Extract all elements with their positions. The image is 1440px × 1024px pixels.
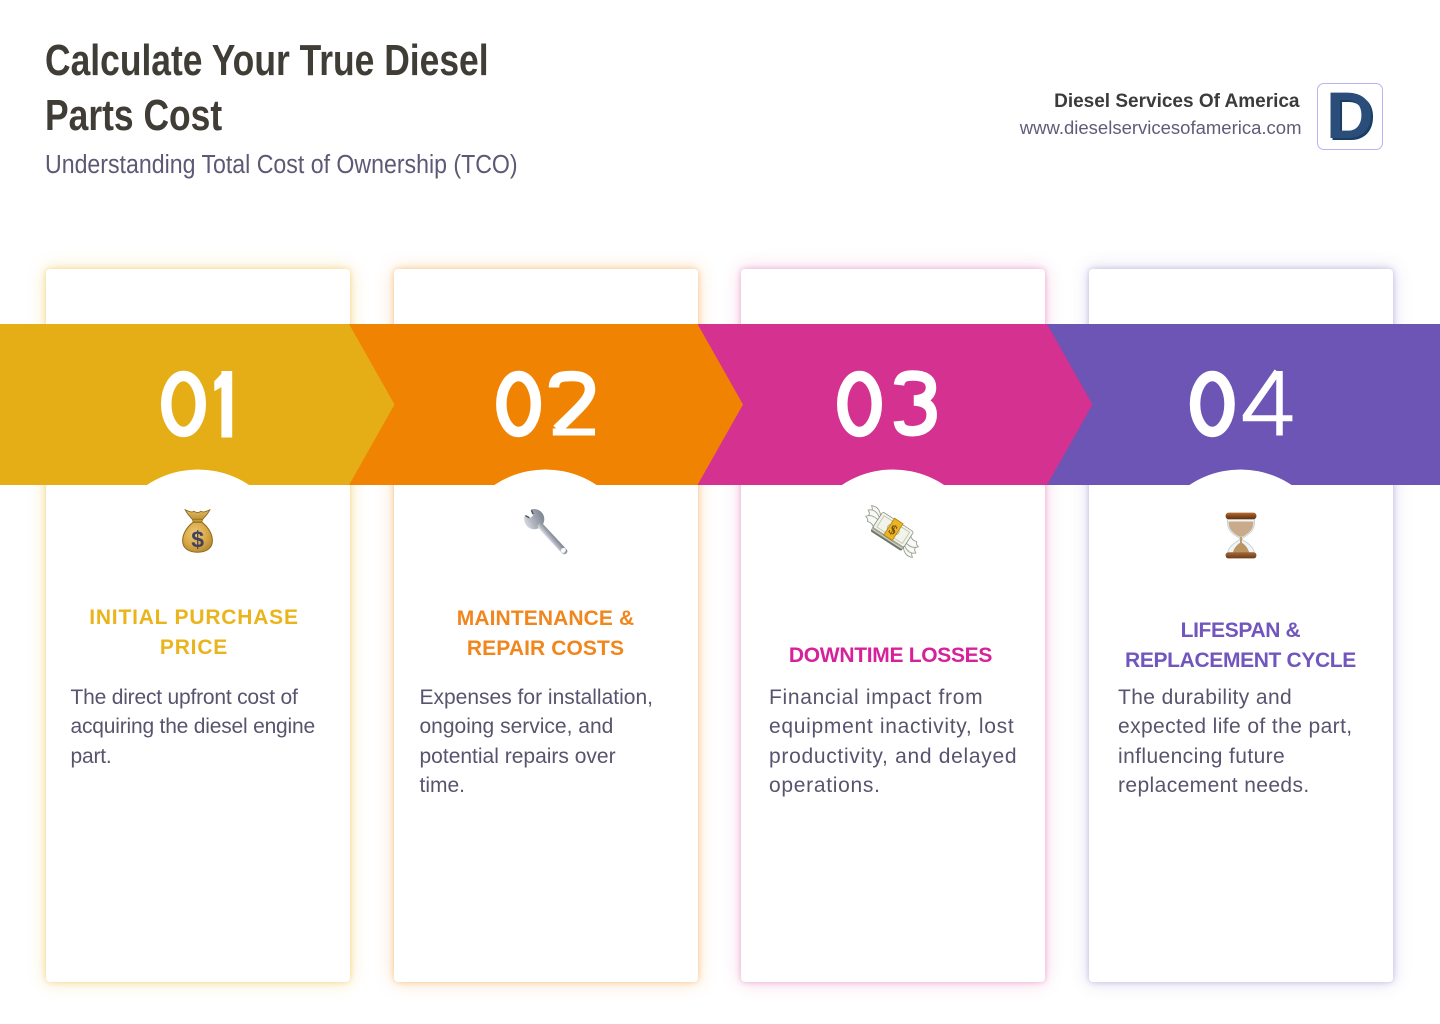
svg-text:$: $ xyxy=(191,527,204,553)
